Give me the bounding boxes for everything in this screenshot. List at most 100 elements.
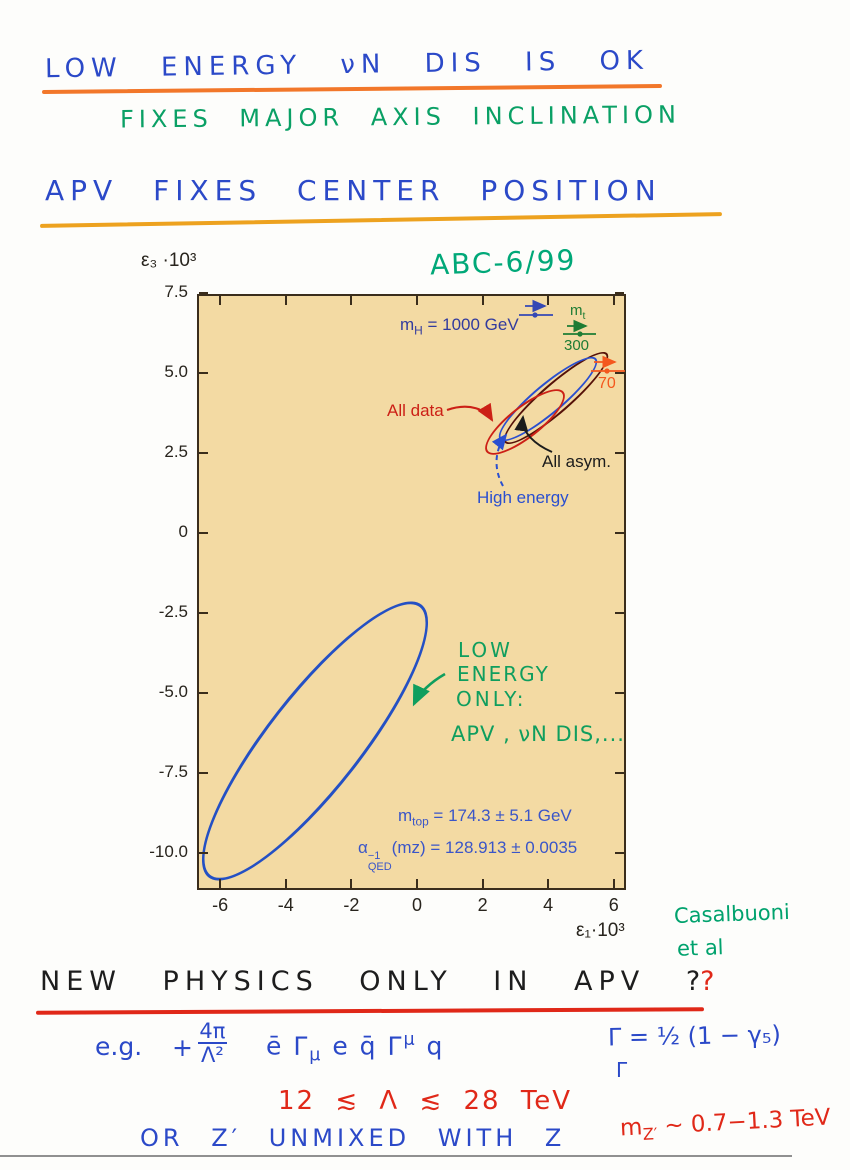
mtop-m: m — [398, 806, 413, 825]
formula-fraction: 4π Λ² — [198, 1020, 227, 1066]
y-tick-left — [199, 692, 208, 694]
label-mt: mt — [570, 302, 585, 322]
x-tick-label: -6 — [212, 895, 229, 915]
label-all-asym: All asym. — [542, 452, 611, 471]
formula-plus: + — [172, 1033, 193, 1062]
x-tick-label: 2 — [477, 895, 488, 915]
mtop-rest: = 174.3 ± 5.1 GeV — [428, 806, 572, 825]
y-tick-left — [199, 772, 208, 774]
plot-area — [197, 294, 626, 890]
question-mark-red: ? — [700, 966, 715, 997]
x-tick-label: 6 — [608, 895, 619, 915]
y-tick-label: 7.5 — [164, 282, 188, 301]
x-tick-bottom — [612, 879, 615, 888]
alpha-supsub: −1 QED — [368, 851, 392, 873]
formula-eg-prefix: e.g. — [95, 1032, 143, 1061]
gamma-definition: Γ = ½ (1 − γ₅) — [607, 1020, 782, 1052]
headline-apv-center: APV FIXES CENTER POSITION — [45, 174, 662, 207]
headline-fixes-inclination: FIXES MAJOR AXIS INCLINATION — [119, 100, 682, 134]
x-tick-bottom — [219, 879, 222, 888]
zprime-line: OR Z′ UNMIXED WITH Z — [140, 1124, 566, 1152]
x-axis-title: ε₁·10³ — [576, 920, 625, 941]
y-tick-right — [615, 852, 624, 854]
x-tick-top — [612, 296, 615, 305]
mh-m: m — [400, 315, 415, 334]
y-tick-right — [615, 452, 624, 454]
formula-gamma-sup-mu: μ — [403, 1030, 417, 1050]
mt-sub: t — [582, 310, 586, 322]
y-tick-label: -7.5 — [158, 762, 188, 781]
formula-ebar-gamma: ē Γ — [266, 1031, 310, 1061]
label-alpha-qed: α −1 QED (mz) = 128.913 ± 0.0035 — [358, 838, 577, 873]
fraction-denominator: Λ² — [198, 1042, 227, 1066]
y-tick-left — [199, 292, 208, 294]
x-tick-top — [350, 296, 353, 305]
note-only: ONLY: — [456, 687, 527, 711]
underline-red — [35, 1007, 705, 1015]
mzprime-line: mZ′ ~ 0.7−1.3 TeV — [619, 1105, 831, 1146]
lambda-range: 12 ≲ Λ ≲ 28 TeV — [278, 1086, 573, 1116]
x-tick-bottom — [416, 879, 418, 888]
y-tick-right — [615, 372, 624, 374]
label-mt-70: 70 — [598, 375, 616, 392]
x-tick-top — [481, 296, 484, 305]
underline-orange-1 — [41, 84, 663, 94]
label-all-data: All data — [387, 401, 444, 420]
question-new-physics: NEW PHYSICS ONLY IN APV ?? — [40, 966, 715, 997]
label-mtop: mtop = 174.3 ± 5.1 GeV — [398, 806, 572, 828]
question-mark-black: ? — [685, 966, 701, 997]
label-mh: mH = 1000 GeV — [400, 315, 519, 337]
mh-rest: = 1000 GeV — [422, 315, 519, 334]
mzprime-rest: ~ 0.7−1.3 TeV — [656, 1104, 832, 1140]
question-text: NEW PHYSICS ONLY IN APV — [40, 966, 646, 997]
y-tick-left — [199, 852, 208, 854]
y-axis-title: ε₃ ·10³ — [141, 250, 197, 271]
note-energy: ENERGY — [457, 662, 550, 686]
label-high-energy: High energy — [477, 488, 569, 507]
y-tick-label: -10.0 — [149, 842, 188, 861]
y-tick-label: 5.0 — [164, 362, 188, 381]
x-tick-label: 4 — [543, 895, 554, 915]
x-tick-label: -4 — [277, 895, 294, 915]
mtop-sub: top — [412, 814, 429, 829]
formula-e-qbar-gamma: e q̄ Γ — [322, 1031, 404, 1061]
side-note-casalbuoni: Casalbuoni — [673, 899, 791, 929]
x-tick-bottom — [547, 879, 550, 888]
y-tick-left — [199, 612, 208, 614]
gamma-stray: Γ — [616, 1058, 628, 1082]
x-tick-label: -2 — [343, 895, 360, 915]
note-low: LOW — [458, 638, 513, 662]
mt-m: m — [570, 302, 583, 319]
fraction-numerator: 4π — [199, 1019, 226, 1043]
x-tick-top — [547, 296, 550, 305]
y-tick-label: 0 — [178, 522, 188, 541]
x-tick-top — [284, 296, 287, 305]
alpha-symbol: α — [358, 838, 368, 857]
y-tick-right — [615, 532, 624, 534]
mh-sub: H — [414, 323, 423, 338]
x-tick-top — [416, 296, 418, 305]
formula-q: q — [416, 1031, 445, 1061]
y-tick-right — [615, 772, 624, 774]
label-mt-300: 300 — [564, 337, 590, 354]
y-tick-left — [199, 452, 208, 454]
mzprime-m: m — [619, 1114, 644, 1142]
x-tick-bottom — [284, 879, 287, 888]
x-tick-bottom — [481, 879, 484, 888]
scan-edge-line — [0, 1155, 792, 1157]
y-tick-label: -5.0 — [158, 682, 188, 701]
alpha-sub: QED — [367, 861, 392, 873]
alpha-rest: (mz) = 128.913 ± 0.0035 — [391, 838, 578, 857]
y-tick-right — [615, 612, 624, 614]
y-tick-left — [199, 532, 208, 534]
y-tick-label: -2.5 — [158, 602, 188, 621]
alpha-sup: −1 — [367, 850, 381, 862]
formula-gamma-sub-mu: μ — [309, 1045, 323, 1066]
x-tick-bottom — [350, 879, 353, 888]
headline-low-energy: LOW ENERGY νN DIS IS OK — [44, 45, 650, 85]
side-note-etal: et al — [676, 935, 724, 961]
y-tick-right — [615, 692, 624, 694]
figure-tag-abc: ABC-6/99 — [429, 243, 577, 282]
y-tick-right — [615, 292, 624, 294]
